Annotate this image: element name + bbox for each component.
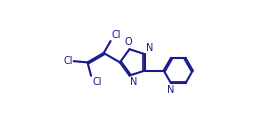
Text: N: N <box>167 85 174 95</box>
Text: Cl: Cl <box>93 77 102 87</box>
Text: O: O <box>125 37 132 47</box>
Text: N: N <box>146 43 153 52</box>
Text: N: N <box>130 78 137 88</box>
Text: Cl: Cl <box>111 30 121 40</box>
Text: Cl: Cl <box>63 56 73 66</box>
